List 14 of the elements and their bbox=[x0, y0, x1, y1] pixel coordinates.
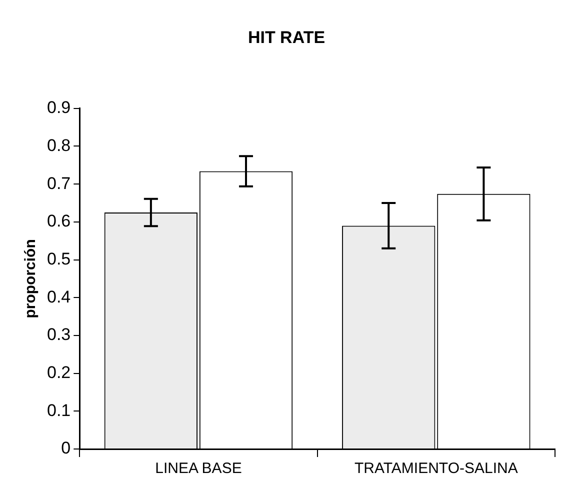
y-tick-label: 0 bbox=[61, 438, 71, 458]
chart-title: HIT RATE bbox=[248, 28, 326, 47]
y-tick-label: 0.2 bbox=[46, 363, 71, 382]
y-tick-label: 0.1 bbox=[46, 400, 71, 420]
y-tick-label: 0.9 bbox=[46, 98, 71, 118]
y-tick-label: 0.8 bbox=[46, 136, 71, 155]
y-tick-label: 0.5 bbox=[46, 249, 71, 268]
y-axis-title: proporción bbox=[22, 239, 40, 318]
y-tick-label: 0.3 bbox=[46, 325, 71, 344]
x-tick-label: TRATAMIENTO-SALINA bbox=[354, 460, 518, 478]
x-tick-label: LINEA BASE bbox=[155, 460, 242, 478]
y-tick-label: 0.6 bbox=[46, 212, 71, 231]
y-tick-label: 0.4 bbox=[46, 287, 71, 306]
y-tick-label: 0.7 bbox=[46, 174, 71, 193]
